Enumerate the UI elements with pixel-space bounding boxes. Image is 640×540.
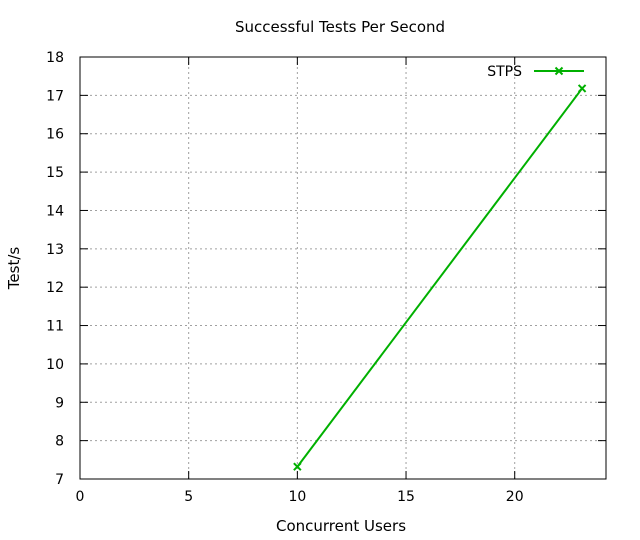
x-axis-label: Concurrent Users bbox=[276, 517, 406, 535]
grid-lines bbox=[80, 57, 606, 479]
x-tick-label: 10 bbox=[288, 489, 306, 505]
legend-marker bbox=[554, 66, 564, 76]
y-tick-label: 8 bbox=[55, 434, 64, 450]
x-tick-label: 0 bbox=[76, 489, 85, 505]
data-point-marker bbox=[293, 462, 302, 471]
plot-area-frame bbox=[79, 56, 607, 480]
axis-ticks: 7 8 9 10 11 12 13 14 15 16 17 18 0 5 10 15 20 bbox=[46, 50, 606, 505]
y-tick-label: 17 bbox=[46, 88, 64, 104]
y-tick-label: 16 bbox=[46, 127, 64, 143]
chart-title: Successful Tests Per Second bbox=[235, 18, 445, 36]
x-tick-label: 15 bbox=[397, 489, 415, 505]
y-tick-label: 18 bbox=[46, 50, 64, 66]
series-line-stps bbox=[296, 87, 583, 468]
series-lines bbox=[293, 84, 587, 471]
y-axis-label: Test/s bbox=[5, 247, 23, 291]
y-tick-label: 12 bbox=[46, 280, 64, 296]
y-tick-label: 7 bbox=[55, 472, 64, 488]
x-tick-label: 20 bbox=[506, 489, 524, 505]
legend-label: STPS bbox=[487, 64, 522, 80]
data-point-marker bbox=[577, 84, 587, 93]
y-tick-label: 15 bbox=[46, 165, 64, 181]
y-tick-label: 10 bbox=[46, 357, 64, 373]
y-tick-label: 14 bbox=[46, 203, 64, 219]
legend: STPS bbox=[487, 64, 584, 80]
y-tick-label: 13 bbox=[46, 242, 64, 258]
y-tick-label: 11 bbox=[46, 319, 64, 335]
y-tick-label: 9 bbox=[55, 395, 64, 411]
x-tick-label: 5 bbox=[184, 489, 193, 505]
